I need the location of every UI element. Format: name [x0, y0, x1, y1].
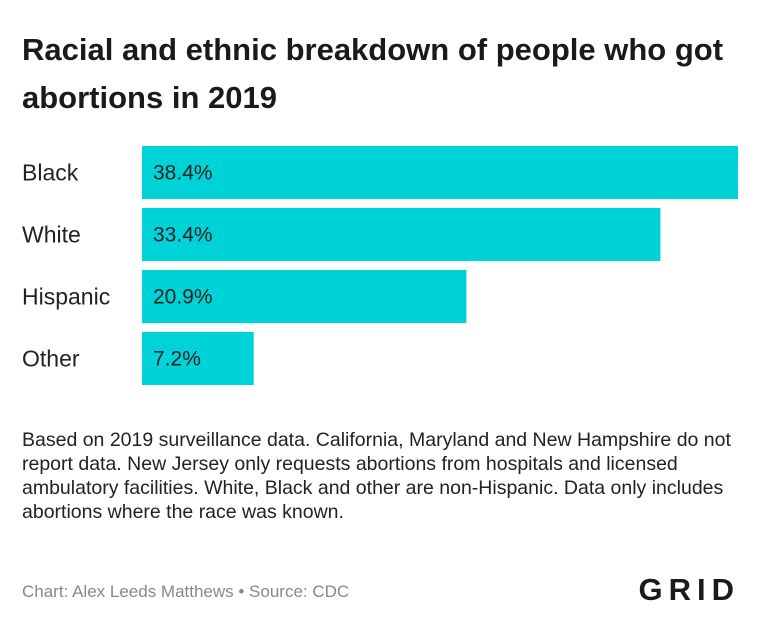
bar: [142, 270, 467, 323]
category-label: Hispanic: [22, 284, 110, 310]
value-label: 33.4%: [153, 224, 213, 247]
value-label: 38.4%: [153, 162, 213, 185]
chart-note: Based on 2019 surveillance data. Califor…: [22, 429, 731, 523]
bar: [142, 332, 254, 385]
value-label: 20.9%: [153, 286, 213, 309]
bar-chart: Black 38.4% White 33.4% Hispanic 20.9% Other 7.…: [22, 146, 738, 385]
bar: [142, 146, 738, 199]
value-label: 7.2%: [153, 348, 201, 371]
category-label: Other: [22, 346, 80, 372]
category-label: White: [22, 222, 81, 248]
chart-credit: Chart: Alex Leeds Matthews • Source: CDC: [22, 582, 350, 601]
grid-logo: GRID: [638, 572, 740, 607]
chart-title: Racial and ethnic breakdown of people wh…: [22, 32, 724, 115]
bar: [142, 208, 661, 261]
category-label: Black: [22, 160, 79, 186]
